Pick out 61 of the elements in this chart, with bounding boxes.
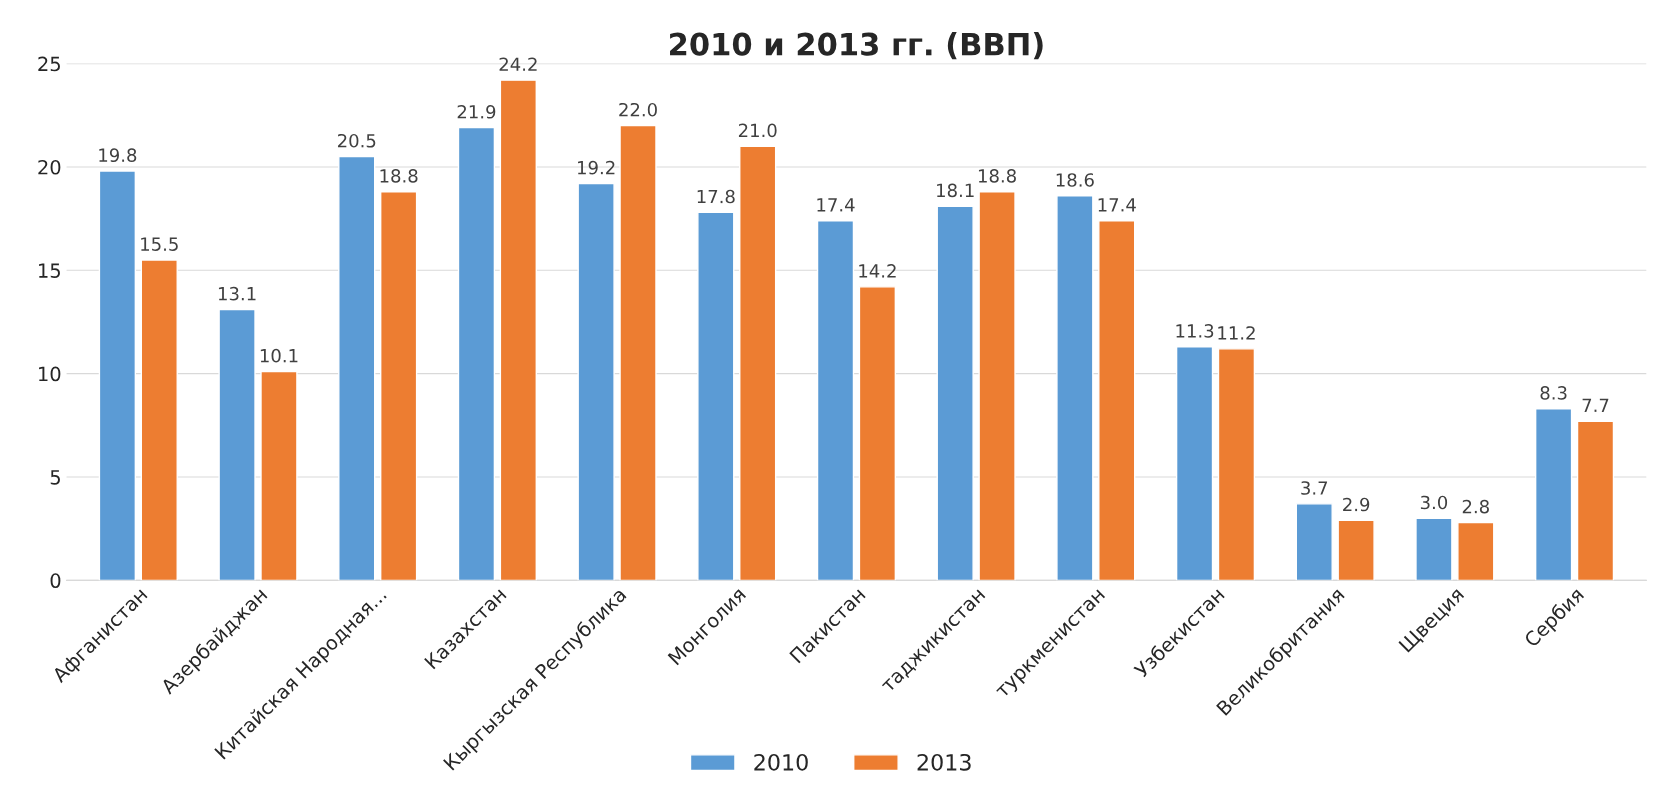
bar: [260, 370, 298, 581]
data-label: 22.0: [619, 102, 657, 117]
data-label: 13.1: [218, 286, 256, 301]
data-label: 3.0: [1420, 495, 1448, 510]
y-tick-label: 10: [39, 366, 61, 382]
data-label: 10.1: [260, 348, 298, 363]
bar: [697, 211, 735, 581]
bar: [1175, 346, 1214, 581]
data-label: 8.3: [1540, 386, 1567, 400]
y-tick-label: 25: [38, 56, 60, 72]
data-label: 19.2: [578, 160, 615, 175]
bar: [338, 155, 376, 581]
data-label: 15.5: [141, 237, 178, 251]
data-label: 18.8: [380, 169, 418, 183]
bar: [1415, 517, 1453, 581]
bar: [140, 259, 178, 581]
bar: [218, 308, 256, 581]
y-tick-label: 5: [50, 470, 60, 485]
data-label: 18.6: [1056, 173, 1094, 187]
data-label: 14.2: [859, 264, 896, 278]
data-label: 11.2: [1218, 326, 1255, 340]
data-label: 7.7: [1582, 398, 1609, 412]
bar: [1056, 195, 1094, 581]
data-label: 17.4: [817, 198, 855, 212]
bar: [1098, 219, 1136, 581]
data-label: 3.7: [1301, 481, 1328, 495]
bar: [1457, 521, 1495, 581]
data-label: 21.9: [457, 104, 496, 119]
bar: [816, 219, 855, 581]
data-label: 2.8: [1462, 499, 1489, 514]
data-label: 18.8: [978, 169, 1016, 183]
data-label: 11.3: [1176, 324, 1214, 338]
bar: [739, 145, 777, 581]
bar: [1576, 420, 1615, 581]
chart-title: 2010 и 2013 гг. (ВВП): [670, 32, 1043, 60]
bar: [98, 170, 137, 581]
bar: [1217, 348, 1256, 581]
data-label: 24.2: [499, 57, 537, 71]
bar: [499, 79, 537, 581]
bar: [1534, 408, 1573, 581]
y-tick-label: 20: [38, 159, 61, 175]
bar: [858, 286, 897, 581]
data-label: 18.1: [937, 183, 974, 198]
legend-label: 2013: [917, 753, 971, 771]
y-tick-label: 15: [39, 263, 60, 278]
bar: [978, 191, 1016, 581]
bar: [577, 182, 615, 581]
data-label: 21.0: [738, 123, 777, 138]
data-label: 17.8: [697, 189, 735, 204]
bar: [1295, 503, 1333, 581]
bar: [619, 124, 657, 581]
data-label: 2.9: [1343, 497, 1370, 512]
bar: [1337, 519, 1375, 581]
legend-label: 2010: [754, 753, 808, 771]
data-label: 19.8: [99, 148, 137, 163]
bar: [457, 126, 496, 581]
y-tick-label: 0: [50, 573, 61, 589]
bar: [936, 205, 974, 581]
data-label: 17.4: [1098, 198, 1136, 212]
bar: [379, 191, 418, 581]
data-label: 20.5: [337, 133, 376, 148]
